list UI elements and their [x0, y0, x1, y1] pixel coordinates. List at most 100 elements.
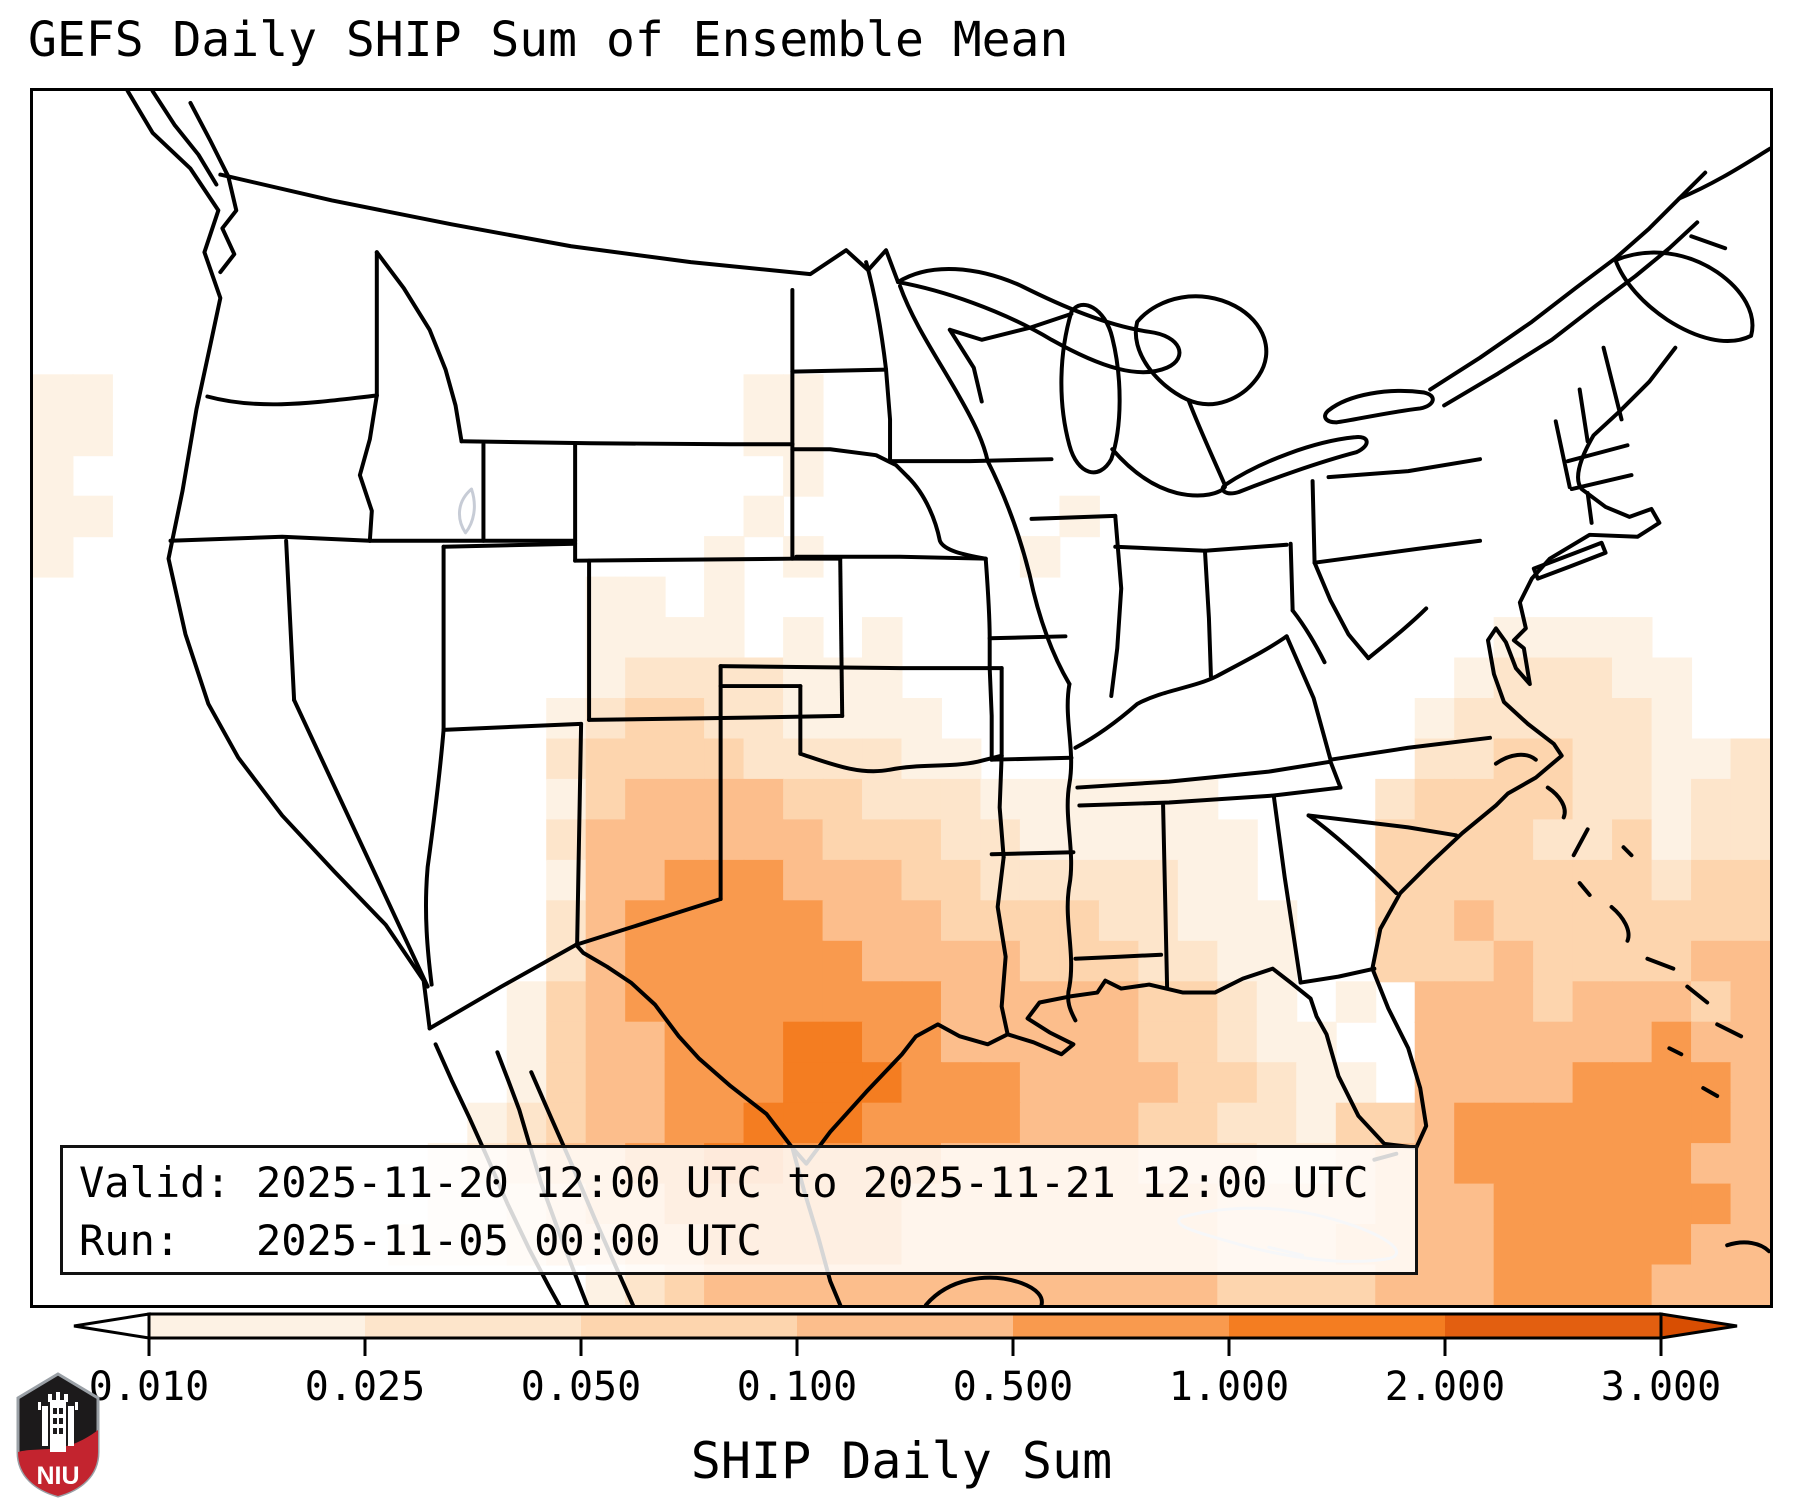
heat-cell — [1454, 859, 1495, 902]
heat-cell — [1533, 617, 1574, 659]
heat-cell — [1533, 1062, 1574, 1104]
heat-cell — [1612, 859, 1653, 902]
heat-cell — [901, 1102, 942, 1145]
heat-cell — [1730, 738, 1770, 780]
heat-cell — [862, 617, 903, 659]
heat-cell — [704, 536, 745, 578]
heat-cell — [783, 819, 824, 861]
heat-cell — [1059, 1062, 1100, 1104]
heat-cell — [1533, 1143, 1574, 1185]
heat-cell — [1572, 859, 1614, 902]
heat-cell — [1454, 1143, 1495, 1185]
heat-cell — [704, 900, 745, 942]
heat-cell — [1730, 981, 1770, 1023]
heat-cell — [1493, 698, 1535, 740]
heat-cell — [1414, 981, 1456, 1023]
heat-cell — [1493, 940, 1535, 983]
heat-cell — [1414, 1183, 1456, 1226]
heat-cell — [1217, 900, 1258, 942]
heat-cell — [1138, 900, 1179, 942]
heat-cell — [1651, 1021, 1693, 1064]
state-borders-layer — [125, 91, 1770, 1305]
heat-cell — [1493, 1062, 1535, 1104]
colorbar-segment — [1445, 1314, 1661, 1338]
heat-cell — [1730, 900, 1770, 942]
heat-cell — [1454, 900, 1495, 942]
heat-cell — [1296, 1102, 1337, 1145]
heat-cell — [783, 778, 824, 821]
heat-cell — [1691, 940, 1732, 983]
heat-cell — [1612, 1224, 1653, 1266]
heat-cell — [1572, 738, 1614, 780]
heat-cell — [980, 1062, 1021, 1104]
heat-cell — [1019, 778, 1061, 821]
heat-cell — [1691, 1264, 1732, 1305]
heat-cell — [1651, 1143, 1693, 1185]
heat-cell — [743, 981, 785, 1023]
niu-logo: NIU — [16, 1372, 100, 1498]
heat-cell — [901, 738, 942, 780]
heat-cell — [862, 778, 903, 821]
heat-cell — [33, 455, 74, 497]
heat-cell — [1612, 1264, 1653, 1305]
heat-cell — [72, 414, 113, 457]
info-box: Valid: 2025-11-20 12:00 UTC to 2025-11-2… — [60, 1145, 1418, 1275]
heat-cell — [585, 617, 627, 659]
heat-cell — [1256, 940, 1298, 983]
heat-cell — [664, 738, 706, 780]
heat-cell — [822, 1062, 864, 1104]
heat-cell — [625, 1062, 666, 1104]
heat-cell — [1217, 1062, 1258, 1104]
heat-cell — [1414, 698, 1456, 740]
heat-cell — [743, 900, 785, 942]
heat-cell — [1375, 900, 1416, 942]
heat-cell — [1612, 981, 1653, 1023]
heat-cell — [1177, 1062, 1219, 1104]
heat-cell — [901, 981, 942, 1023]
heat-cell — [1533, 1183, 1574, 1226]
heat-cell — [1019, 900, 1061, 942]
heat-cell — [546, 981, 587, 1023]
heat-cell — [625, 657, 666, 699]
heat-cell — [1691, 1062, 1732, 1104]
logo-text: NIU — [36, 1462, 79, 1490]
heat-cell — [1098, 1102, 1140, 1145]
heat-cell — [1493, 981, 1535, 1023]
heat-cell — [1730, 819, 1770, 861]
heat-cell — [1138, 859, 1179, 902]
heat-cell — [585, 778, 627, 821]
heat-cell — [1493, 1143, 1535, 1185]
heat-cell — [743, 778, 785, 821]
heat-cell — [1651, 738, 1693, 780]
heat-cell — [822, 900, 864, 942]
heat-cell — [1533, 778, 1574, 821]
heat-cell — [1019, 940, 1061, 983]
heat-cell — [1572, 1143, 1614, 1185]
heat-cell — [901, 1021, 942, 1064]
heat-cell — [1256, 1062, 1298, 1104]
heat-cell — [585, 657, 627, 699]
tower-windows — [53, 1408, 63, 1434]
valid-text: Valid: 2025-11-20 12:00 UTC to 2025-11-2… — [79, 1158, 1369, 1207]
heat-cell — [783, 455, 824, 497]
heat-cell — [1414, 1264, 1456, 1305]
heat-cell — [1572, 1224, 1614, 1266]
heat-cell — [862, 981, 903, 1023]
heat-cell — [980, 1102, 1021, 1145]
heat-cell — [1651, 859, 1693, 902]
heat-cell — [1217, 859, 1258, 902]
heat-cell — [1217, 819, 1258, 861]
heat-cell — [1454, 1183, 1495, 1226]
heat-cell — [1730, 1143, 1770, 1185]
heat-cell — [1651, 1224, 1693, 1266]
heat-cell — [585, 1062, 627, 1104]
heat-cell — [822, 738, 864, 780]
heat-cell — [743, 414, 785, 457]
heat-cell — [546, 1021, 587, 1064]
heat-cell — [1572, 617, 1614, 659]
heat-cell — [1533, 981, 1574, 1023]
heat-cell — [1572, 778, 1614, 821]
heat-cell — [1691, 819, 1732, 861]
heat-cell — [1533, 1224, 1574, 1266]
heat-cell — [862, 1102, 903, 1145]
